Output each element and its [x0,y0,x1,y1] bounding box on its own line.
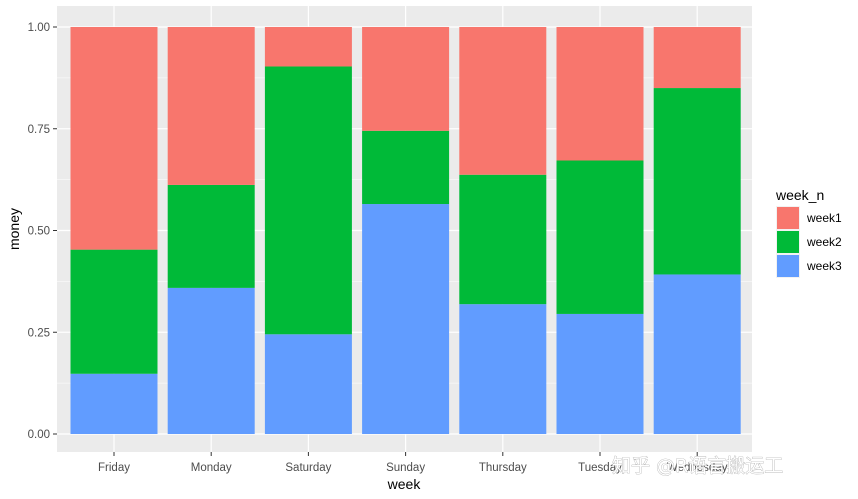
bar-segment-week1 [362,27,450,131]
bar-segment-week1 [70,27,158,250]
x-tick-label: Saturday [285,462,331,474]
x-tick-label: Monday [191,462,232,474]
bar-segment-week2 [362,130,450,205]
y-axis-title: money [6,208,22,250]
bar-segment-week2 [556,160,644,314]
bar-segment-week1 [556,27,644,161]
x-axis-title: week [387,476,422,492]
bar-segment-week1 [653,27,741,89]
bar-segment-week3 [362,204,450,434]
legend-label-week2: week2 [806,235,842,249]
bar-segment-week1 [167,27,255,185]
legend-label-week1: week1 [806,211,842,225]
bar-segment-week3 [70,373,158,434]
y-axis-ticks: 0.00 0.25 0.50 0.75 1.00 [28,22,57,441]
y-tick-label: 0.50 [28,226,50,238]
x-tick-label: Sunday [386,462,425,474]
y-tick-label: 0.00 [28,429,50,441]
bars [70,27,741,434]
bar-segment-week3 [167,287,255,434]
bar-segment-week3 [264,334,352,434]
y-tick-label: 0.75 [28,124,50,136]
bar-segment-week1 [264,27,352,67]
legend-label-week3: week3 [806,259,842,273]
legend: week_n week1 week2 week3 [775,187,842,278]
watermark-text: 知乎 @R语言搬运工 [612,455,783,477]
bar-segment-week2 [167,184,255,288]
bar-segment-week2 [459,174,547,305]
y-tick-label: 1.00 [28,22,50,34]
legend-swatch-week1 [777,207,799,229]
bar-segment-week2 [264,66,352,335]
legend-title: week_n [775,187,824,203]
x-tick-label: Wednesday [667,462,728,474]
x-tick-label: Tuesday [578,462,622,474]
legend-swatch-week3 [777,255,799,277]
x-tick-label: Friday [98,462,130,474]
bar-segment-week2 [653,88,741,275]
x-axis-ticks: Friday Monday Saturday Sunday Thursday Tuesda… [98,452,728,474]
legend-swatch-week2 [777,231,799,253]
bar-segment-week2 [70,249,158,374]
bar-segment-week3 [556,313,644,434]
bar-segment-week3 [653,274,741,434]
x-tick-label: Thursday [479,462,527,474]
y-tick-label: 0.25 [28,327,50,339]
bar-segment-week1 [459,27,547,175]
bar-segment-week3 [459,304,547,434]
